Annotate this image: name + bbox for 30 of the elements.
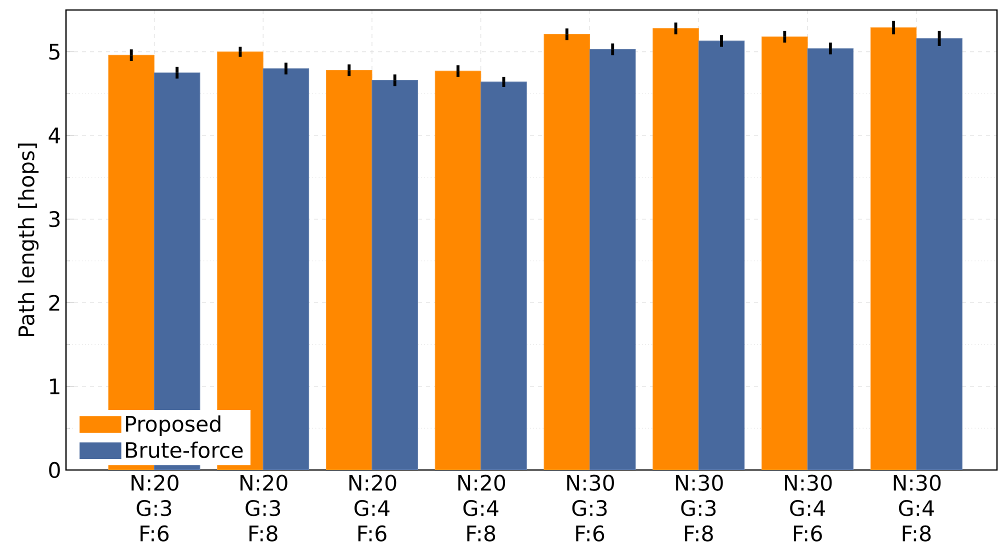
x-tick-label: N:30 G:3 F:8	[676, 474, 723, 542]
x-tick-label: N:30 G:4 F:6	[784, 474, 832, 542]
bar	[698, 40, 745, 470]
bar	[762, 36, 808, 470]
bar	[916, 38, 962, 470]
bar	[262, 68, 310, 470]
bar	[652, 28, 699, 470]
x-tick-label: N:20 G:3 F:6	[132, 474, 178, 542]
legend-label: Proposed	[126, 415, 220, 436]
x-tick-label: N:20 G:3 F:8	[240, 474, 288, 542]
x-tick-label: N:20 G:4 F:6	[349, 474, 396, 542]
legend-label: Brute-force	[126, 442, 243, 458]
y-tick-label: 4	[48, 128, 60, 144]
bar	[870, 27, 917, 470]
bar	[807, 48, 854, 470]
y-tick-label: 3	[49, 211, 60, 228]
bar	[372, 80, 418, 470]
x-tick-label: N:30 G:3 F:6	[567, 474, 614, 542]
bar	[434, 70, 482, 470]
bar	[326, 70, 372, 470]
x-tick-label: N:30 G:4 F:8	[894, 474, 941, 542]
bar	[544, 34, 590, 470]
bar	[589, 49, 636, 470]
bar	[480, 82, 527, 470]
y-tick-label: 5	[49, 44, 60, 60]
y-tick-label: 1	[50, 378, 60, 394]
x-tick-label: N:20 G:4 F:8	[458, 474, 506, 542]
y-tick-label: 0	[49, 462, 60, 478]
y-axis-title: Path length [hops]	[18, 144, 39, 336]
y-tick-label: 2	[49, 294, 60, 311]
